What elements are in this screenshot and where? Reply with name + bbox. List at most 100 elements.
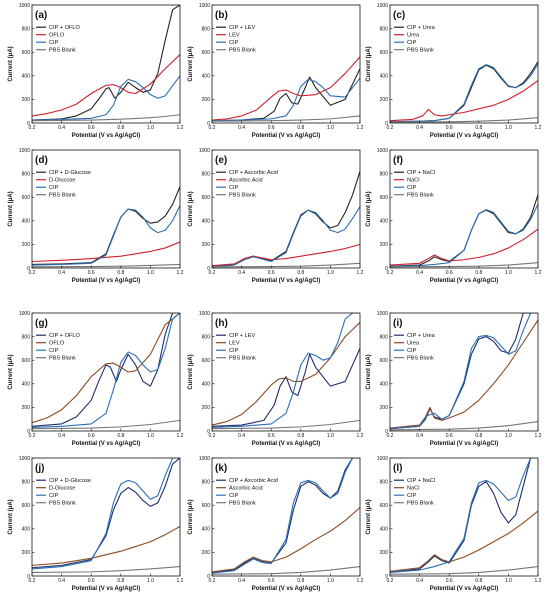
panel-c: 0.2 0.4 0.6 0.8 1.0 1.2 0 200 400 600 800 1000 Poten…: [366, 3, 542, 139]
legend-entry: CIP + OFLO: [49, 25, 80, 31]
y-tick-label: 400: [380, 382, 389, 388]
x-tick-label: 1.2: [177, 578, 184, 584]
y-axis-label: Current (μA): [8, 46, 14, 81]
legend-entry: CIP: [229, 348, 239, 354]
panel-label: (f): [393, 155, 403, 166]
legend-entry: CIP + Urea: [407, 333, 436, 339]
x-tick-label: 1.2: [357, 433, 364, 439]
x-tick-label: 0.8: [117, 270, 124, 276]
series-line-cip-oflo: [32, 313, 180, 427]
y-tick-label: 800: [202, 479, 211, 485]
x-tick-label: 1.2: [177, 433, 184, 439]
y-tick-label: 200: [380, 97, 389, 103]
y-tick-label: 0: [207, 574, 210, 580]
x-axis-label: Potential (V vs Ag/AgCl): [72, 586, 140, 592]
x-tick-label: 0.8: [117, 578, 124, 584]
x-axis-label: Potential (V vs Ag/AgCl): [252, 133, 320, 139]
legend-entry: OFLO: [49, 341, 65, 347]
x-tick-label: 0.8: [475, 433, 482, 439]
x-tick-label: 0.8: [475, 125, 482, 131]
x-tick-label: 0.2: [209, 125, 216, 131]
y-axis-label: Current (μA): [366, 191, 372, 226]
series-line-d-glucose: [32, 525, 180, 566]
x-tick-label: 1.2: [535, 125, 542, 131]
legend-entry: LEV: [229, 33, 240, 39]
legend-entry: Urea: [407, 33, 420, 39]
x-tick-label: 0.4: [58, 578, 65, 584]
x-tick-label: 0.4: [58, 270, 65, 276]
x-tick-label: 0.6: [268, 433, 275, 439]
y-tick-label: 400: [202, 527, 211, 533]
y-tick-label: 800: [202, 26, 211, 32]
y-tick-label: 600: [202, 358, 211, 364]
y-tick-label: 200: [22, 97, 31, 103]
y-tick-label: 400: [22, 219, 31, 225]
legend-entry: PBS Blank: [49, 193, 76, 199]
y-tick-label: 400: [380, 219, 389, 225]
legend-entry: PBS Blank: [49, 501, 76, 507]
y-tick-label: 0: [385, 574, 388, 580]
y-tick-label: 400: [22, 382, 31, 388]
series-line-cip: [212, 77, 360, 122]
panel-label: (a): [35, 10, 47, 21]
series-line-nacl: [390, 510, 538, 572]
series-line-pbs-blank: [32, 114, 180, 122]
series-line-cip-oflo: [32, 5, 180, 121]
y-tick-label: 200: [380, 405, 389, 411]
y-tick-label: 800: [202, 334, 211, 340]
y-tick-label: 1000: [199, 311, 210, 317]
series-line-cip: [212, 313, 360, 429]
y-tick-label: 800: [380, 479, 389, 485]
y-tick-label: 600: [22, 50, 31, 56]
legend-entry: PBS Blank: [229, 501, 256, 507]
legend-entry: D-Glucose: [49, 486, 75, 492]
legend-entry: LEV: [229, 341, 240, 347]
x-tick-label: 0.8: [117, 125, 124, 131]
y-tick-label: 600: [22, 503, 31, 509]
y-tick-label: 600: [380, 50, 389, 56]
axes-frame: [31, 4, 181, 124]
plot-area: [32, 458, 180, 574]
x-tick-label: 0.8: [297, 270, 304, 276]
x-tick-label: 0.6: [446, 433, 453, 439]
panel-j: 0.2 0.4 0.6 0.8 1.0 1.2 0 200 400 600 800 1000 Poten…: [8, 456, 184, 592]
y-tick-label: 600: [380, 195, 389, 201]
y-tick-label: 400: [202, 382, 211, 388]
legend-entry: PBS Blank: [49, 356, 76, 362]
plot-area: [212, 171, 360, 268]
x-tick-label: 0.8: [297, 433, 304, 439]
legend-entry: CIP: [407, 185, 417, 191]
series-line-lev: [212, 56, 360, 121]
legend-entry: CIP: [49, 40, 59, 46]
legend-entry: CIP + Urea: [407, 25, 436, 31]
legend-entry: CIP + OFLO: [49, 333, 80, 339]
axes-frame: [31, 149, 181, 269]
series-line-ascorbic-acid: [212, 243, 360, 267]
x-tick-label: 1.0: [505, 270, 512, 276]
panel-label: (b): [215, 10, 228, 21]
series-line-oflo: [32, 54, 180, 117]
y-tick-label: 800: [380, 171, 389, 177]
x-tick-label: 1.0: [505, 125, 512, 131]
series-line-cip-nacl: [390, 458, 538, 574]
y-tick-label: 0: [385, 121, 388, 127]
panel-label: (c): [393, 10, 405, 21]
x-tick-label: 0.2: [387, 270, 394, 276]
y-tick-label: 200: [22, 550, 31, 556]
panel-a: 0.2 0.4 0.6 0.8 1.0 1.2 0 200 400 600 800 1000 Poten…: [8, 3, 184, 139]
y-axis-label: Current (μA): [188, 46, 194, 81]
y-tick-label: 0: [385, 429, 388, 435]
x-axis-label: Potential (V vs Ag/AgCl): [252, 586, 320, 592]
y-tick-label: 600: [380, 503, 389, 509]
x-tick-label: 0.2: [209, 578, 216, 584]
x-tick-label: 1.0: [505, 433, 512, 439]
y-tick-label: 800: [22, 479, 31, 485]
axes-frame: [31, 457, 181, 577]
x-tick-label: 0.6: [88, 125, 95, 131]
